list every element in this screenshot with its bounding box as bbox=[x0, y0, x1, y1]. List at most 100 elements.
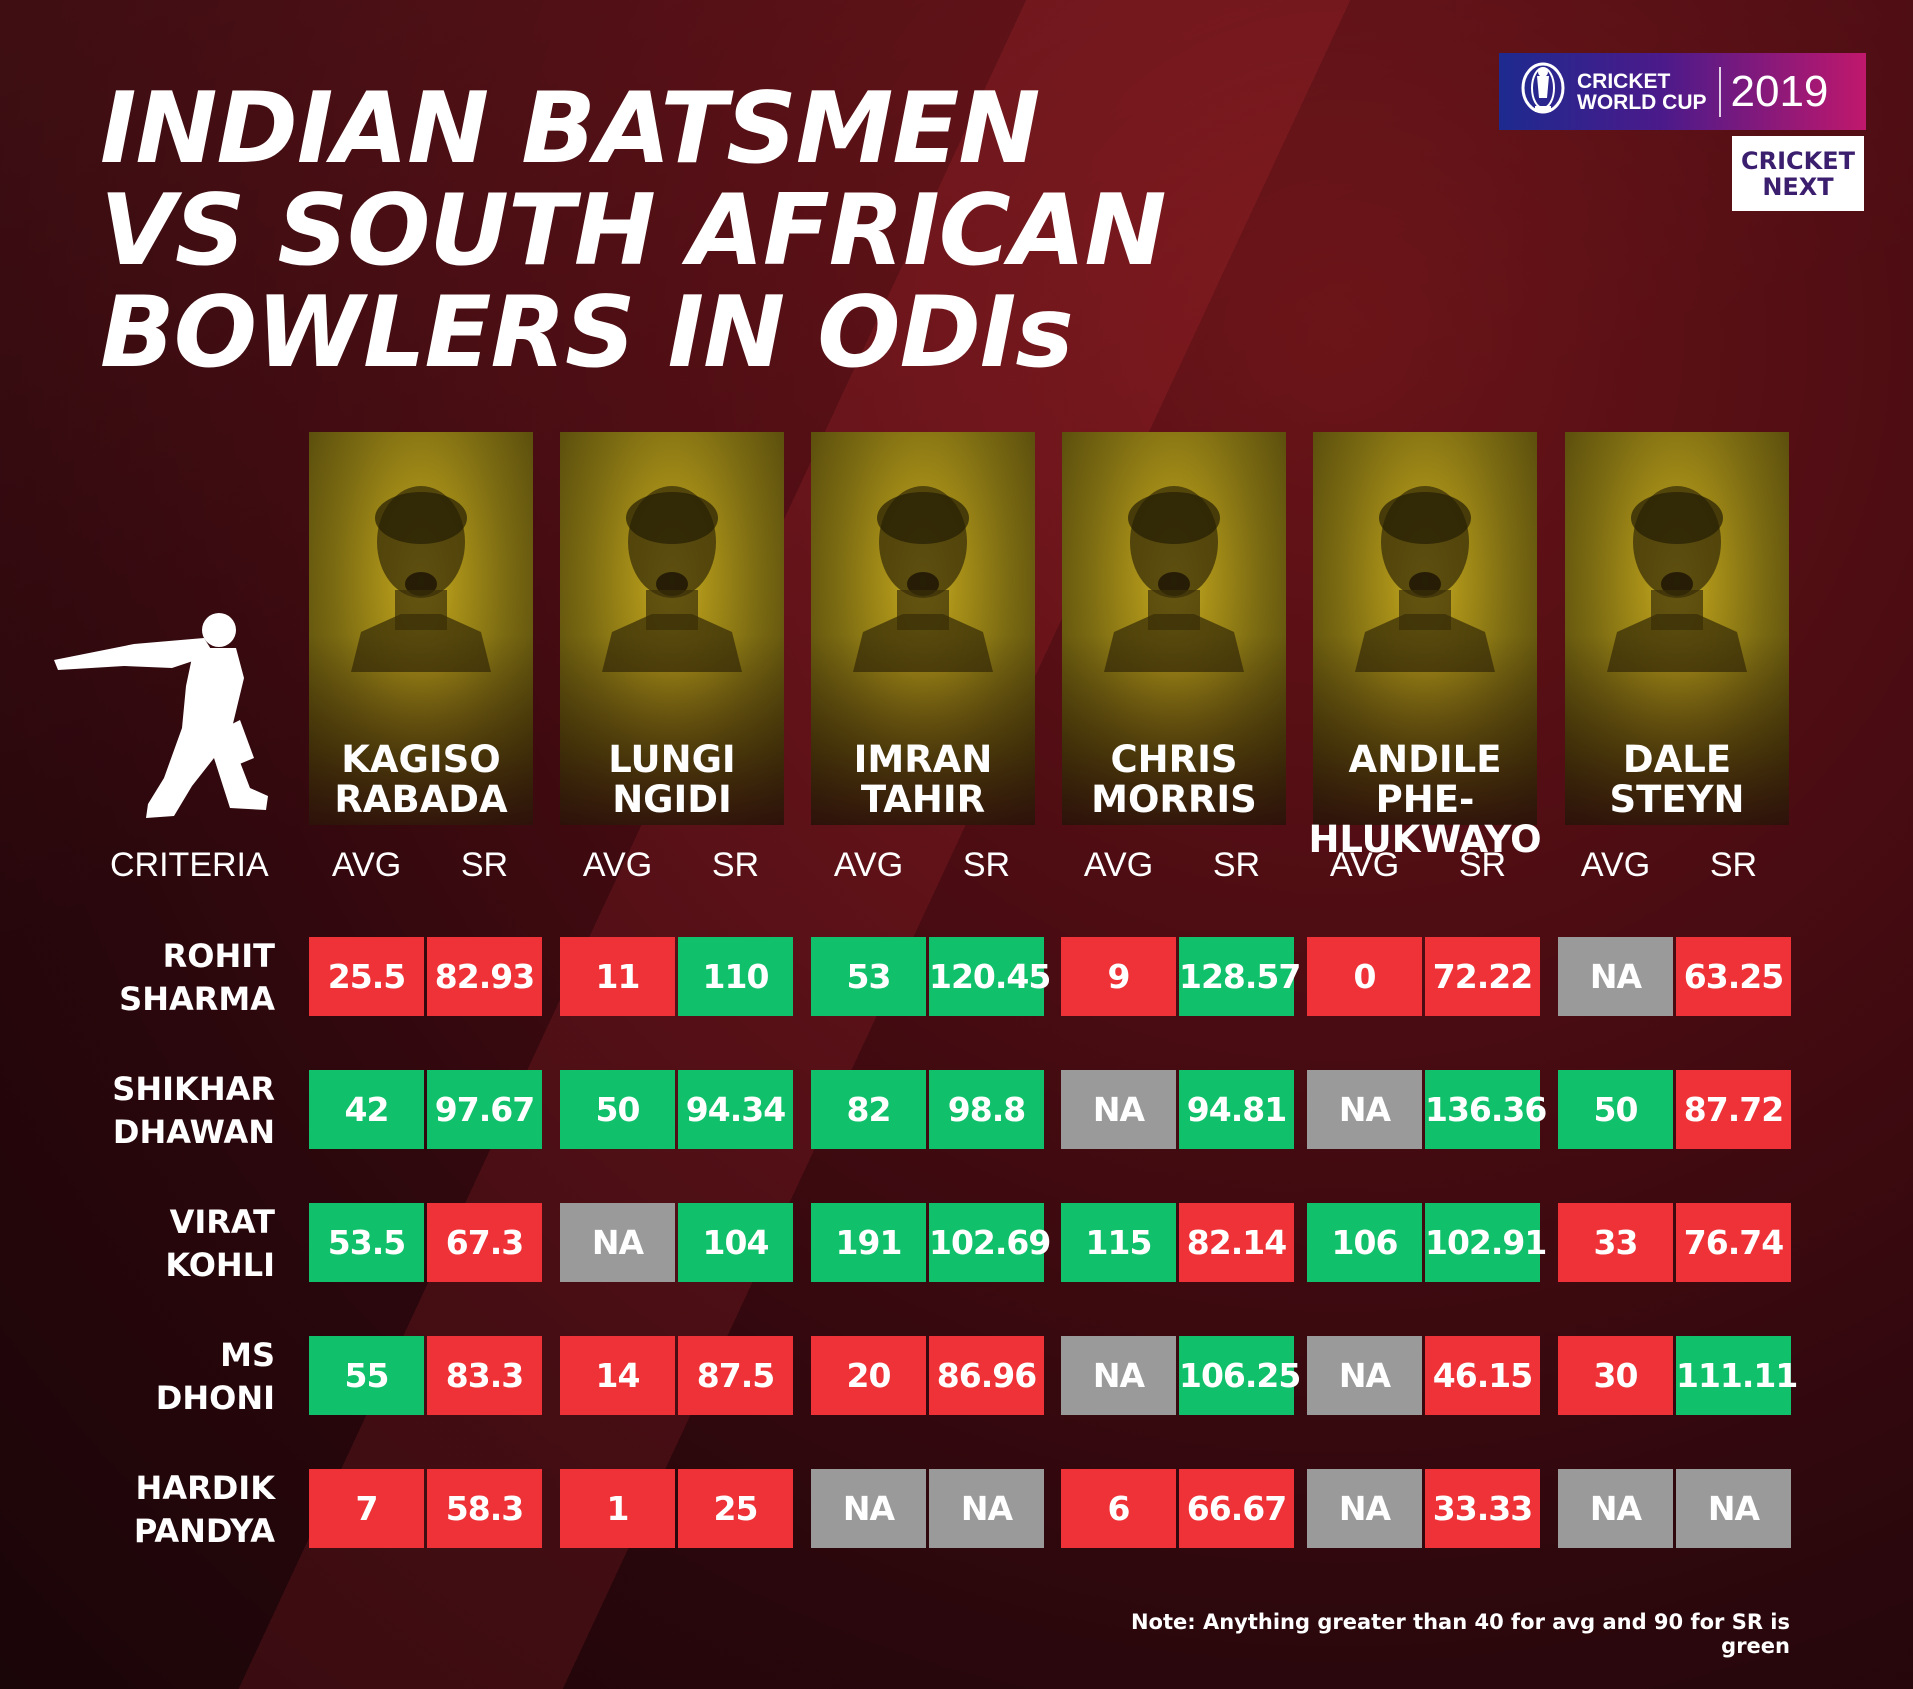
cricketnext-word-2: NEXT bbox=[1762, 173, 1834, 201]
avg-cell: NA bbox=[811, 1469, 926, 1548]
photo-shade bbox=[811, 635, 1035, 825]
batsman-name-line: ROHIT bbox=[162, 937, 275, 975]
avg-cell: 6 bbox=[1061, 1469, 1176, 1548]
avg-cell: 106 bbox=[1307, 1203, 1422, 1282]
avg-header: AVG bbox=[1329, 846, 1400, 884]
avg-cell: 33 bbox=[1558, 1203, 1673, 1282]
photo-shade bbox=[560, 635, 784, 825]
batsman-name: ROHIT SHARMA bbox=[35, 935, 275, 1021]
color-note: Note: Anything greater than 40 for avg a… bbox=[1130, 1610, 1790, 1658]
batsman-name-line: MS bbox=[220, 1336, 275, 1374]
avg-header: AVG bbox=[833, 846, 904, 884]
avg-cell: 53 bbox=[811, 937, 926, 1016]
title-line-3: BOWLERS IN ODIs bbox=[100, 276, 1074, 390]
bowler-name: ANDILE PHE- HLUKWAYO bbox=[1295, 740, 1555, 860]
avg-header: AVG bbox=[1580, 846, 1651, 884]
avg-header: AVG bbox=[1083, 846, 1154, 884]
avg-cell: 30 bbox=[1558, 1336, 1673, 1415]
avg-cell: 20 bbox=[811, 1336, 926, 1415]
sr-cell: 102.69 bbox=[929, 1203, 1051, 1282]
avg-cell: 82 bbox=[811, 1070, 926, 1149]
sr-cell: 87.5 bbox=[678, 1336, 793, 1415]
avg-header: AVG bbox=[582, 846, 653, 884]
avg-cell: NA bbox=[1558, 1469, 1673, 1548]
sr-cell: 86.96 bbox=[929, 1336, 1044, 1415]
criteria-header: CRITERIA bbox=[110, 846, 269, 884]
bowler-photo bbox=[811, 432, 1035, 825]
sr-cell: 110 bbox=[678, 937, 793, 1016]
bowler-name-line: DALE bbox=[1622, 738, 1732, 781]
batsman-name: VIRAT KOHLI bbox=[35, 1201, 275, 1287]
batsman-name-line: VIRAT bbox=[169, 1203, 275, 1241]
cricketnext-word-1: CRICKET bbox=[1741, 147, 1855, 175]
bowler-name-line: TAHIR bbox=[860, 778, 986, 821]
infographic-title: INDIAN BATSMEN VS SOUTH AFRICAN BOWLERS … bbox=[100, 78, 1350, 384]
avg-cell: 50 bbox=[1558, 1070, 1673, 1149]
sr-header: SR bbox=[711, 846, 760, 884]
batsman-name-line: SHARMA bbox=[119, 980, 275, 1018]
sr-cell: 83.3 bbox=[427, 1336, 542, 1415]
avg-cell: NA bbox=[560, 1203, 675, 1282]
photo-shade bbox=[1062, 635, 1286, 825]
bowler-name: DALE STEYN bbox=[1547, 740, 1807, 820]
avg-cell: 0 bbox=[1307, 937, 1422, 1016]
cwc-year: 2019 bbox=[1718, 66, 1828, 117]
avg-cell: 55 bbox=[309, 1336, 424, 1415]
cricketnext-logo: CRICKET NEXT bbox=[1732, 136, 1864, 211]
avg-cell: 50 bbox=[560, 1070, 675, 1149]
batsman-name-line: KOHLI bbox=[165, 1246, 275, 1284]
bowler-name-line: ANDILE PHE- bbox=[1348, 738, 1502, 821]
bowler-name-line: RABADA bbox=[334, 778, 508, 821]
sr-cell: 97.67 bbox=[427, 1070, 542, 1149]
cricket-world-cup-logo: CRICKET WORLD CUP 2019 bbox=[1499, 53, 1866, 130]
avg-cell: 11 bbox=[560, 937, 675, 1016]
avg-cell: 7 bbox=[309, 1469, 424, 1548]
bowler-name: CHRIS MORRIS bbox=[1044, 740, 1304, 820]
sr-cell: 104 bbox=[678, 1203, 793, 1282]
bowler-name: IMRAN TAHIR bbox=[793, 740, 1053, 820]
batsman-name: SHIKHAR DHAWAN bbox=[35, 1068, 275, 1154]
avg-cell: NA bbox=[1558, 937, 1673, 1016]
sr-cell: 136.36 bbox=[1425, 1070, 1547, 1149]
bowler-name-line: NGIDI bbox=[612, 778, 732, 821]
title-line-2: VS SOUTH AFRICAN bbox=[100, 174, 1167, 288]
batsman-name: MS DHONI bbox=[35, 1334, 275, 1420]
bowler-name-line: CHRIS bbox=[1110, 738, 1238, 781]
bowler-photo bbox=[309, 432, 533, 825]
sr-cell: 25 bbox=[678, 1469, 793, 1548]
sr-header: SR bbox=[1709, 846, 1758, 884]
bowler-name-line: IMRAN bbox=[853, 738, 993, 781]
avg-cell: NA bbox=[1307, 1070, 1422, 1149]
sr-header: SR bbox=[962, 846, 1011, 884]
cwc-word-1: CRICKET bbox=[1577, 69, 1671, 93]
sr-cell: 98.8 bbox=[929, 1070, 1044, 1149]
sr-cell: 128.57 bbox=[1179, 937, 1301, 1016]
avg-cell: NA bbox=[1061, 1070, 1176, 1149]
sr-cell: 82.14 bbox=[1179, 1203, 1294, 1282]
sr-cell: 106.25 bbox=[1179, 1336, 1301, 1415]
bowler-name-line: LUNGI bbox=[608, 738, 736, 781]
batsman-name: HARDIK PANDYA bbox=[35, 1467, 275, 1553]
bowler-name-line: KAGISO bbox=[341, 738, 501, 781]
bowler-name-line: HLUKWAYO bbox=[1308, 818, 1542, 861]
avg-cell: 115 bbox=[1061, 1203, 1176, 1282]
sr-cell: 82.93 bbox=[427, 937, 542, 1016]
sr-cell: 63.25 bbox=[1676, 937, 1791, 1016]
batsman-name-line: DHAWAN bbox=[112, 1113, 275, 1151]
sr-header: SR bbox=[1212, 846, 1261, 884]
sr-header: SR bbox=[460, 846, 509, 884]
avg-header: AVG bbox=[331, 846, 402, 884]
avg-cell: 9 bbox=[1061, 937, 1176, 1016]
bowler-photo bbox=[560, 432, 784, 825]
trophy-icon bbox=[1521, 62, 1565, 113]
avg-cell: 25.5 bbox=[309, 937, 424, 1016]
sr-cell: 111.11 bbox=[1676, 1336, 1798, 1415]
bowler-photo bbox=[1062, 432, 1286, 825]
sr-cell: 72.22 bbox=[1425, 937, 1540, 1016]
sr-cell: NA bbox=[929, 1469, 1044, 1548]
avg-cell: 42 bbox=[309, 1070, 424, 1149]
sr-cell: 67.3 bbox=[427, 1203, 542, 1282]
bowler-name: LUNGI NGIDI bbox=[542, 740, 802, 820]
sr-cell: 46.15 bbox=[1425, 1336, 1540, 1415]
avg-cell: NA bbox=[1307, 1469, 1422, 1548]
